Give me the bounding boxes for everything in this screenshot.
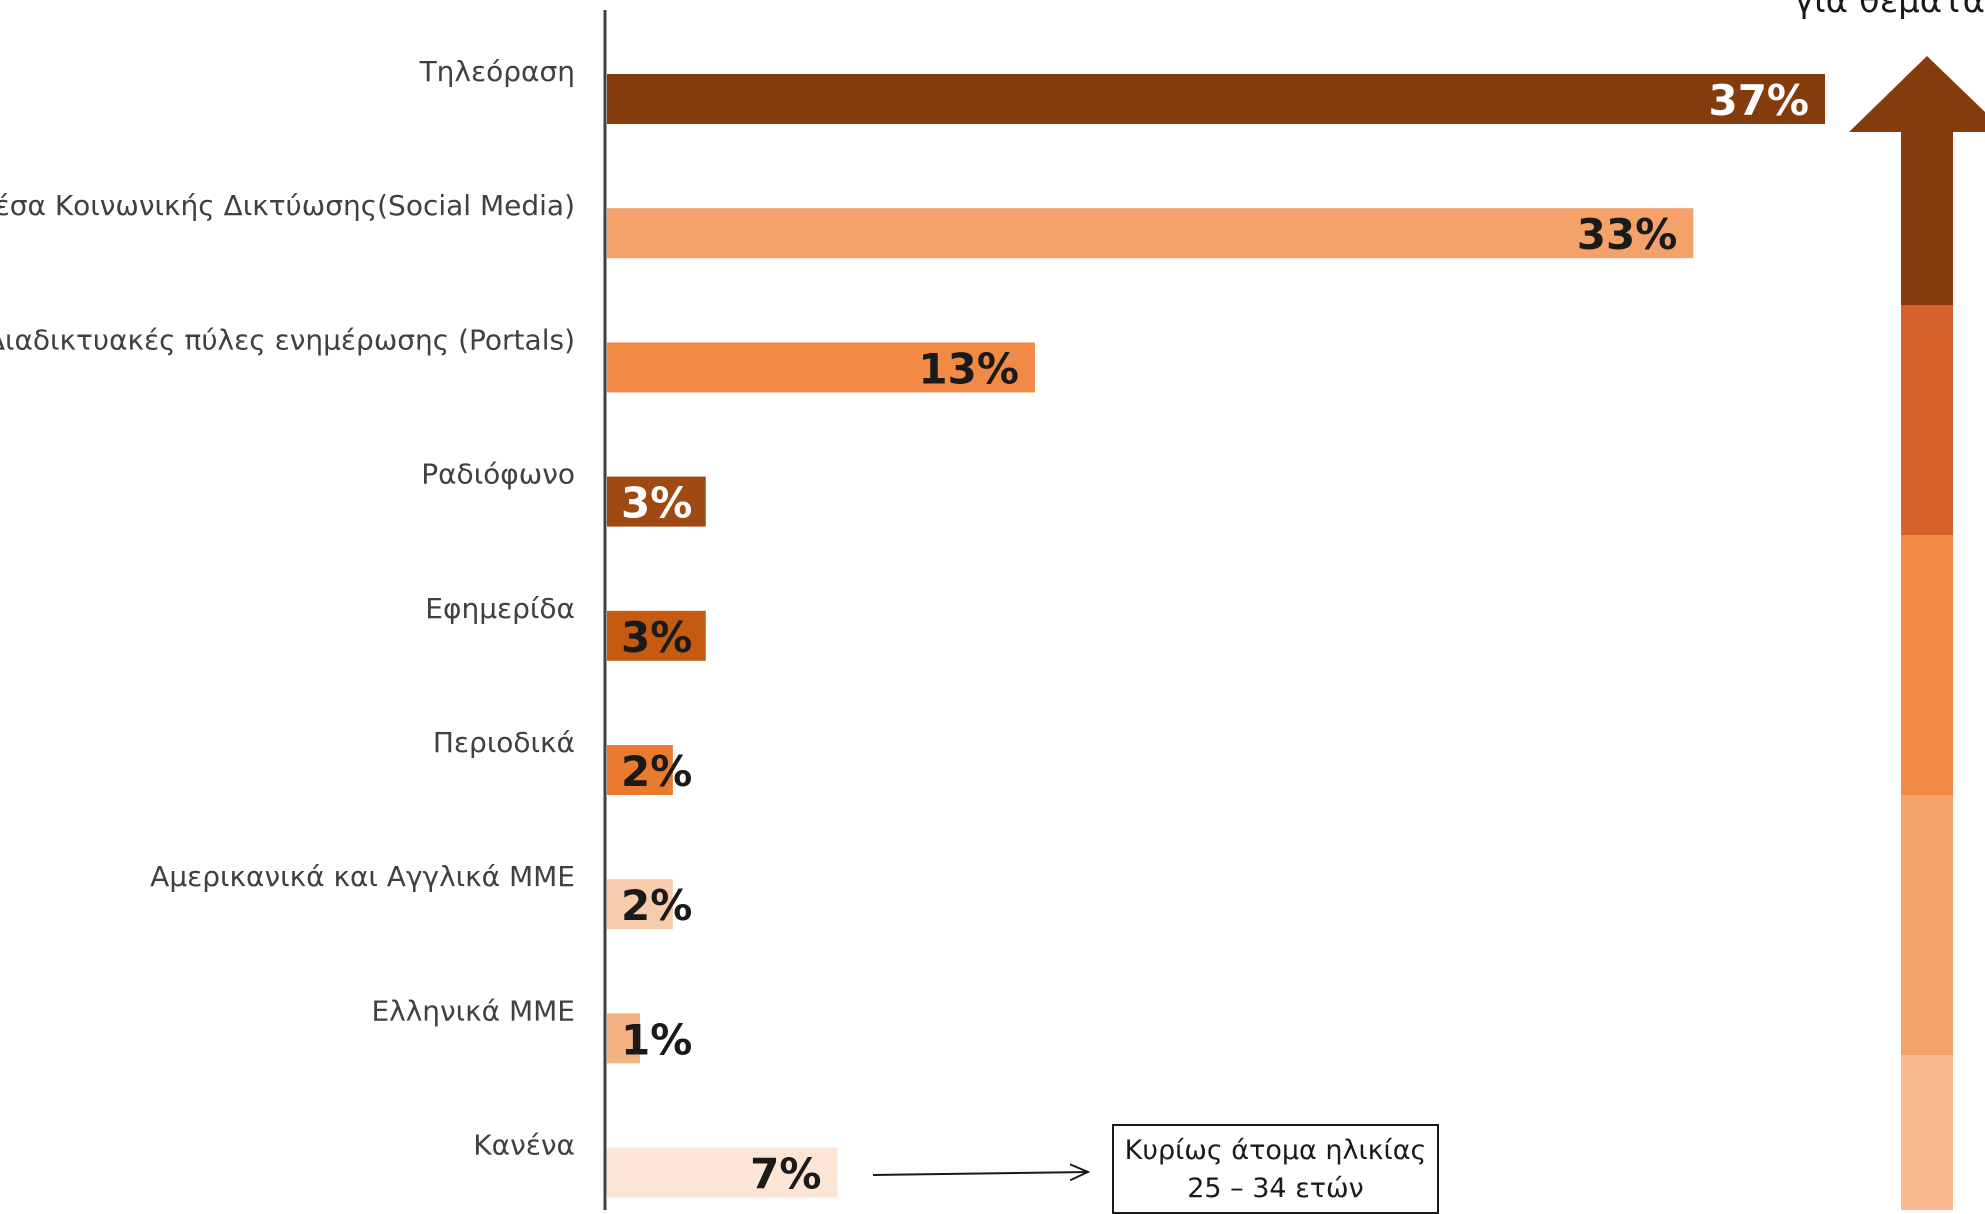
corner-text: για θέματα — [1794, 0, 1985, 21]
value-label-1: 37% — [1708, 76, 1809, 125]
value-label-3: 13% — [918, 344, 1019, 393]
scale-arrow-segment-4 — [1901, 795, 1953, 1055]
bar-7 — [607, 879, 673, 930]
category-label-4: Ραδιόφωνο — [421, 458, 575, 491]
category-label-9: Κανένα — [473, 1129, 575, 1162]
bars-group — [607, 74, 1825, 1198]
scale-arrow-segment-2 — [1901, 305, 1953, 535]
value-label-5: 3% — [621, 613, 692, 662]
category-label-5: Εφημερίδα — [425, 592, 575, 625]
value-label-2: 33% — [1577, 210, 1678, 259]
scale-arrow — [1849, 56, 1985, 1210]
value-label-8: 1% — [621, 1015, 692, 1064]
bar-2 — [607, 208, 1694, 259]
bar-6 — [607, 745, 673, 795]
value-label-7: 2% — [621, 881, 692, 930]
bar-9 — [607, 1147, 838, 1198]
category-label-1: Τηλεόραση — [419, 55, 575, 88]
category-label-3: Διαδικτυακές πύλες ενημέρωσης (Portals) — [0, 323, 575, 356]
annotation-line-2: 25 – 34 ετών — [1187, 1173, 1364, 1204]
annotation-arrow — [872, 1172, 1088, 1175]
bar-8 — [607, 1013, 640, 1064]
bar-5 — [607, 610, 706, 661]
category-label-2: Μέσα Κοινωνικής Δικτύωσης(Social Media) — [0, 189, 575, 222]
scale-arrow-segment-1 — [1901, 130, 1953, 305]
category-label-6: Περιοδικά — [433, 726, 575, 759]
scale-arrow-segment-3 — [1901, 535, 1953, 795]
value-label-4: 3% — [621, 479, 692, 528]
value-label-6: 2% — [621, 747, 692, 796]
category-labels: Τηλεόραση Μέσα Κοινωνικής Δικτύωσης(Socia… — [0, 55, 575, 1162]
value-label-9: 7% — [750, 1150, 821, 1199]
bar-4 — [607, 476, 706, 527]
scale-arrow-segment-5 — [1901, 1055, 1953, 1210]
category-label-7: Αμερικανικά και Αγγλικά ΜΜΕ — [150, 860, 575, 893]
value-labels: 37% 33% 13% 3% 3% 2% 2% 1% 7% — [621, 76, 1809, 1199]
annotation-box: Κυρίως άτομα ηλικίας 25 – 34 ετών — [1112, 1124, 1439, 1214]
bar-1 — [607, 74, 1825, 124]
category-label-8: Ελληνικά ΜΜΕ — [371, 994, 575, 1027]
annotation-line-1: Κυρίως άτομα ηλικίας — [1124, 1135, 1427, 1166]
bar-3 — [607, 342, 1035, 393]
scale-arrow-head — [1849, 56, 1985, 132]
